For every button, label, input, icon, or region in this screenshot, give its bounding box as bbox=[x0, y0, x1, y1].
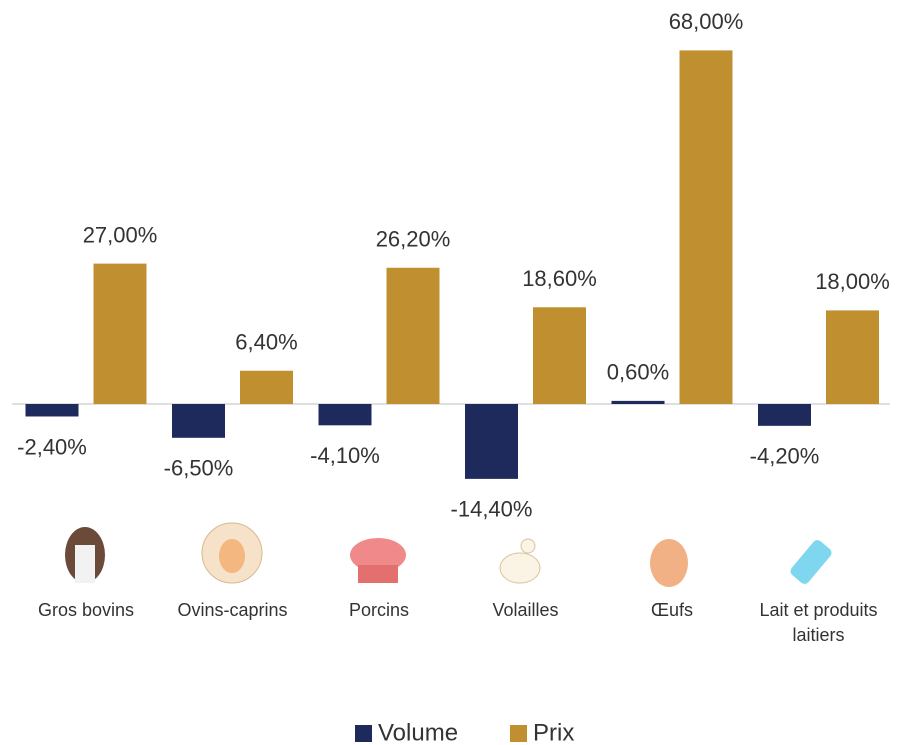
bar bbox=[93, 263, 147, 404]
value-label: 26,20% bbox=[376, 227, 451, 252]
pig-icon bbox=[358, 565, 398, 583]
value-label: -14,40% bbox=[451, 497, 533, 522]
bar bbox=[172, 404, 225, 438]
value-label: 27,00% bbox=[83, 222, 158, 247]
sheep-icon bbox=[219, 539, 245, 573]
category-label: Œufs bbox=[650, 600, 693, 620]
legend-label: Prix bbox=[533, 719, 574, 745]
bar bbox=[758, 404, 811, 426]
chicken-icon bbox=[499, 552, 541, 584]
bar bbox=[25, 404, 79, 417]
value-label: -6,50% bbox=[164, 456, 234, 481]
cow-icon bbox=[75, 545, 95, 583]
bar bbox=[826, 310, 879, 404]
value-label: 18,00% bbox=[815, 269, 890, 294]
value-label: 0,60% bbox=[607, 360, 669, 385]
bar bbox=[679, 50, 733, 405]
milk-icon bbox=[790, 540, 832, 584]
category-label: Gros bovins bbox=[37, 600, 135, 620]
pig-icon bbox=[350, 538, 406, 572]
bar bbox=[465, 404, 518, 479]
value-label: -2,40% bbox=[17, 434, 87, 459]
legend-label: Volume bbox=[378, 719, 458, 745]
legend-swatch bbox=[510, 725, 527, 742]
icons bbox=[65, 522, 832, 587]
category-label: Lait et produits laitiers bbox=[759, 600, 878, 645]
bar bbox=[240, 370, 293, 404]
bar bbox=[386, 267, 440, 404]
category-label: Ovins-caprins bbox=[177, 600, 288, 620]
value-label: 18,60% bbox=[522, 266, 597, 291]
category-label: Volailles bbox=[492, 600, 559, 620]
chicken-icon bbox=[520, 538, 536, 554]
category-label: Porcins bbox=[348, 600, 410, 620]
bar bbox=[318, 404, 372, 426]
value-label: 6,40% bbox=[235, 330, 297, 355]
value-label: -4,20% bbox=[750, 444, 820, 469]
value-label: -4,10% bbox=[310, 443, 380, 468]
bar bbox=[533, 307, 586, 404]
legend-swatch bbox=[355, 725, 372, 742]
value-label: 68,00% bbox=[669, 9, 744, 34]
egg-icon bbox=[650, 539, 688, 587]
bar bbox=[611, 400, 665, 404]
